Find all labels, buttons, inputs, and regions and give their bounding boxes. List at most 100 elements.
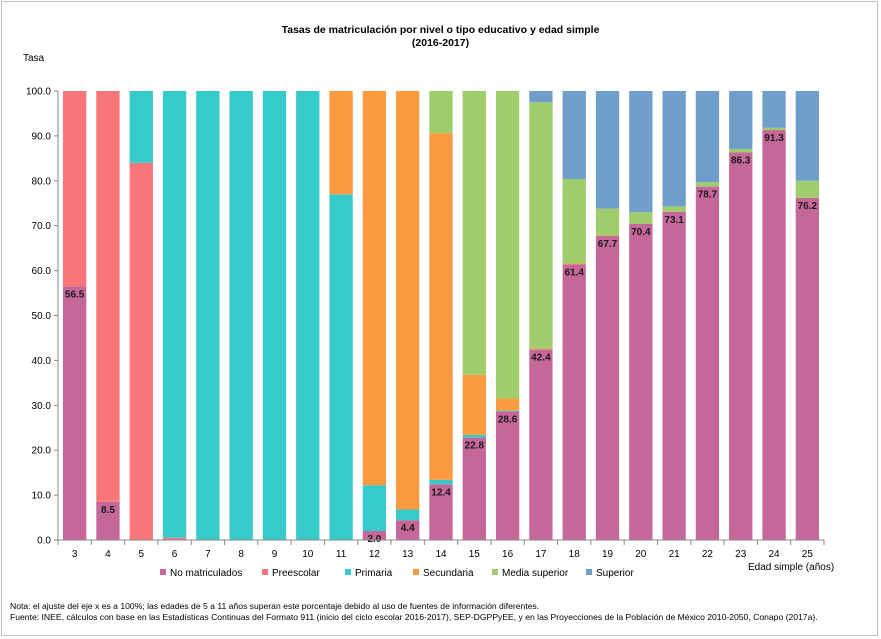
legend-swatch bbox=[345, 569, 351, 575]
bar-segment bbox=[795, 91, 820, 181]
bar-segment bbox=[562, 91, 586, 180]
bar-segment bbox=[362, 485, 387, 532]
y-tick-label: 40.0 bbox=[32, 356, 52, 367]
bar-segment bbox=[329, 91, 353, 195]
legend-swatch bbox=[160, 569, 166, 575]
data-label: 76.2 bbox=[798, 201, 818, 212]
bar-segment bbox=[462, 374, 486, 435]
stacked-bar-chart: 0.0 10.0 20.0 30.0 40.0 50.0 60.0 70.0 80.0 90.0 1… bbox=[26, 87, 825, 560]
bar-segment bbox=[329, 194, 353, 540]
data-label: 28.6 bbox=[498, 415, 518, 426]
bar-segment bbox=[495, 410, 520, 412]
bar-segment bbox=[462, 437, 486, 540]
data-label: 70.4 bbox=[631, 227, 651, 238]
y-tick-label: 50.0 bbox=[32, 311, 52, 322]
data-label: 42.4 bbox=[531, 353, 551, 364]
legend-label: Superior bbox=[596, 568, 634, 579]
bar-segment bbox=[495, 91, 520, 399]
bar-segment bbox=[462, 91, 486, 375]
legend-swatch bbox=[413, 569, 419, 575]
legend-item-superior: Superior bbox=[586, 568, 634, 579]
x-tick-label: 19 bbox=[602, 549, 614, 560]
source-text: Fuente: INEE, cálculos con base en las E… bbox=[10, 612, 818, 622]
bar-segment bbox=[429, 484, 453, 540]
x-tick-label: 13 bbox=[402, 549, 414, 560]
bar-segment bbox=[629, 223, 653, 541]
data-label: 67.7 bbox=[598, 239, 618, 250]
legend-item-no-matriculados: No matriculados bbox=[160, 568, 242, 579]
bar-segment bbox=[162, 91, 187, 538]
x-tick-label: 23 bbox=[735, 549, 747, 560]
legend-swatch bbox=[492, 569, 498, 575]
legend-label: No matriculados bbox=[170, 568, 243, 579]
y-tick-label: 90.0 bbox=[32, 131, 52, 142]
legend-item-media-superior: Media superior bbox=[492, 568, 568, 579]
legend-label: Secundaria bbox=[423, 568, 474, 579]
bar-segment bbox=[762, 130, 786, 541]
bar-segment bbox=[762, 127, 786, 131]
bar-segment bbox=[695, 186, 720, 540]
bar-segment bbox=[629, 212, 653, 224]
bar-segment bbox=[262, 91, 287, 540]
bar-segment bbox=[562, 179, 586, 264]
data-label: 78.7 bbox=[698, 190, 718, 201]
bar-segment bbox=[662, 211, 686, 540]
y-tick-label: 10.0 bbox=[32, 491, 52, 502]
data-label: 61.4 bbox=[564, 267, 584, 278]
bar-segment bbox=[762, 91, 786, 128]
bar-segment bbox=[196, 91, 220, 540]
legend: No matriculados Preescolar Primaria Secu… bbox=[0, 568, 881, 584]
bar-segment bbox=[429, 479, 453, 485]
bar-segment bbox=[162, 537, 187, 540]
y-tick-label: 100.0 bbox=[26, 87, 51, 98]
bar-segment bbox=[595, 208, 620, 236]
bar-segment bbox=[729, 152, 753, 540]
bar-segment bbox=[396, 509, 420, 521]
legend-label: Media superior bbox=[502, 568, 569, 579]
x-tick-label: 5 bbox=[138, 549, 144, 560]
data-label: 86.3 bbox=[731, 156, 751, 167]
data-label: 56.5 bbox=[65, 289, 85, 300]
bar-segment bbox=[462, 434, 486, 438]
bar-segment bbox=[629, 91, 653, 213]
x-tick-label: 10 bbox=[302, 549, 314, 560]
x-tick-label: 3 bbox=[72, 549, 78, 560]
y-tick-label: 70.0 bbox=[32, 221, 52, 232]
x-tick-label: 14 bbox=[435, 549, 447, 560]
bar-segment bbox=[529, 91, 553, 103]
y-tick-label: 20.0 bbox=[32, 446, 52, 457]
bar-segment bbox=[296, 91, 320, 540]
bar-segment bbox=[662, 206, 686, 212]
bar-segment bbox=[595, 236, 620, 541]
x-tick-label: 17 bbox=[535, 549, 547, 560]
legend-swatch bbox=[262, 569, 268, 575]
x-tick-label: 15 bbox=[469, 549, 481, 560]
bar-segment bbox=[129, 91, 153, 163]
chart-title: Tasas de matriculación por nivel o tipo … bbox=[281, 24, 600, 36]
bar-segment bbox=[662, 91, 686, 207]
bar-segment bbox=[595, 91, 620, 209]
bar-segment bbox=[695, 91, 720, 183]
x-tick-label: 18 bbox=[569, 549, 581, 560]
bar-segment bbox=[795, 197, 820, 540]
bar-segment bbox=[396, 91, 420, 510]
y-tick-label: 0.0 bbox=[37, 536, 51, 547]
bar-segment bbox=[429, 91, 453, 134]
legend-item-preescolar: Preescolar bbox=[262, 568, 320, 579]
data-label: 12.4 bbox=[431, 487, 451, 498]
x-tick-label: 4 bbox=[105, 549, 111, 560]
y-tick-label: 30.0 bbox=[32, 401, 52, 412]
y-tick-label: 80.0 bbox=[32, 176, 52, 187]
bar-segment bbox=[129, 162, 153, 540]
chart-subtitle: (2016-2017) bbox=[411, 37, 470, 49]
x-axis-label: Edad simple (años) bbox=[748, 562, 835, 573]
data-label: 22.8 bbox=[465, 441, 485, 452]
bar-segment bbox=[529, 102, 553, 348]
x-tick-label: 16 bbox=[502, 549, 514, 560]
x-tick-label: 7 bbox=[205, 549, 211, 560]
legend-item-secundaria: Secundaria bbox=[413, 568, 474, 579]
x-tick-label: 22 bbox=[702, 549, 714, 560]
bar-segment bbox=[229, 91, 253, 540]
bar-segment bbox=[529, 349, 553, 540]
